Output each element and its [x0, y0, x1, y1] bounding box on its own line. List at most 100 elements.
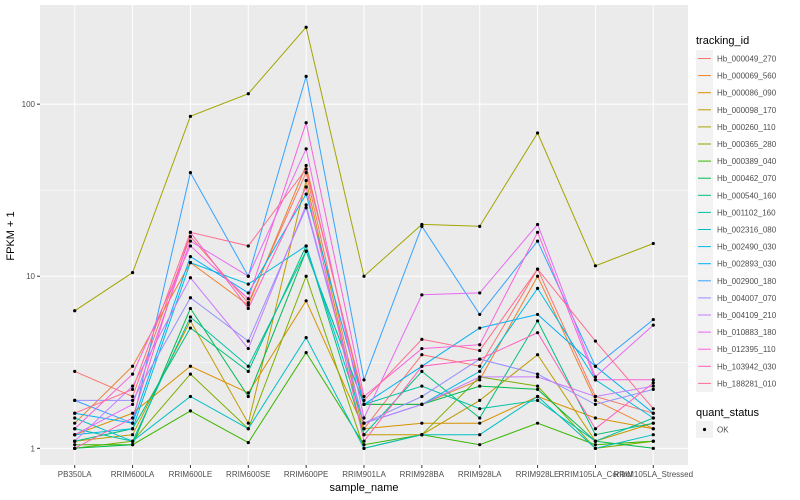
data-point	[478, 421, 482, 425]
data-point	[535, 312, 540, 317]
data-point	[130, 443, 135, 447]
data-point	[130, 364, 135, 368]
legend-label: Hb_002316_080	[717, 226, 777, 235]
x-tick-label: RRIM901LA	[342, 470, 386, 479]
data-point	[246, 394, 250, 399]
data-point	[246, 427, 250, 431]
data-point	[188, 315, 193, 319]
x-tick-label: RRIM600LA	[111, 470, 155, 479]
data-point	[535, 421, 540, 425]
data-point	[478, 407, 482, 411]
legend-label: Hb_002900_180	[717, 277, 777, 286]
data-point	[535, 230, 540, 234]
data-point	[188, 409, 193, 413]
data-point	[304, 192, 308, 196]
data-point	[478, 357, 482, 361]
data-point	[304, 350, 308, 355]
legend-label: Hb_004109_210	[717, 311, 777, 320]
data-point	[304, 147, 308, 151]
x-tick-label: RRIM600SE	[226, 470, 270, 479]
legend-label: Hb_000069_560	[717, 72, 777, 81]
data-point	[304, 299, 308, 303]
data-point	[420, 353, 424, 357]
y-tick-label: 100	[22, 100, 36, 109]
data-point	[130, 411, 135, 415]
data-point	[188, 171, 193, 175]
data-point	[651, 446, 655, 450]
data-point	[593, 398, 598, 402]
data-point	[535, 384, 540, 388]
data-point	[304, 74, 308, 79]
data-point	[130, 416, 135, 420]
data-point	[130, 402, 135, 406]
data-point	[73, 309, 77, 313]
data-point	[188, 255, 193, 259]
data-point	[188, 364, 193, 368]
data-point	[535, 375, 540, 379]
data-point	[478, 398, 482, 402]
y-tick-label: 10	[26, 272, 35, 281]
data-point	[362, 427, 366, 431]
legend-label: Hb_000049_270	[717, 55, 777, 64]
legend-label: Hb_103942_030	[717, 362, 777, 371]
data-point	[478, 375, 482, 379]
data-point	[304, 121, 308, 125]
data-point	[535, 372, 540, 376]
data-point	[130, 427, 135, 431]
data-point	[651, 384, 655, 388]
data-point	[130, 372, 135, 376]
data-point	[246, 346, 250, 351]
data-point	[246, 92, 250, 96]
data-point	[246, 244, 250, 248]
data-point	[651, 439, 655, 443]
data-point	[188, 239, 193, 243]
data-point	[304, 178, 308, 183]
x-tick-label: RRIM105LA_Stressed	[613, 470, 693, 479]
data-point	[130, 439, 135, 443]
data-point	[478, 291, 482, 295]
data-point	[130, 394, 135, 399]
data-point	[535, 387, 540, 392]
data-point	[593, 416, 598, 420]
data-point	[304, 203, 308, 207]
legend-label: Hb_012395_110	[717, 345, 776, 354]
data-point	[478, 369, 482, 373]
data-point	[73, 433, 77, 437]
data-point	[478, 326, 482, 330]
data-point	[246, 306, 250, 311]
plot	[73, 25, 655, 450]
data-point	[535, 353, 540, 357]
data-point	[478, 348, 482, 353]
data-point	[651, 387, 655, 392]
data-point	[73, 416, 77, 420]
data-point	[420, 337, 424, 341]
data-point	[478, 312, 482, 317]
y-axis-title: FPKM + 1	[5, 211, 17, 260]
data-point	[188, 234, 193, 239]
data-point	[362, 402, 366, 406]
data-point	[304, 274, 308, 278]
data-point	[73, 427, 77, 431]
x-tick-label: RRIM928LA	[458, 470, 502, 479]
data-point	[246, 421, 250, 425]
data-point	[304, 185, 308, 189]
data-point	[478, 384, 482, 388]
data-point	[304, 244, 308, 248]
data-point	[304, 206, 308, 210]
data-point	[304, 167, 308, 171]
data-point	[535, 331, 540, 335]
data-point	[478, 433, 482, 437]
data-point	[420, 224, 424, 228]
x-tick-label: PB350LA	[58, 470, 92, 479]
data-point	[420, 364, 424, 368]
data-point	[246, 274, 250, 278]
data-point	[593, 402, 598, 406]
data-point	[246, 391, 250, 395]
data-point	[651, 381, 655, 385]
data-point	[535, 398, 540, 402]
data-point	[478, 416, 482, 420]
data-point	[593, 443, 598, 447]
data-point	[651, 433, 655, 437]
data-point	[188, 394, 193, 399]
